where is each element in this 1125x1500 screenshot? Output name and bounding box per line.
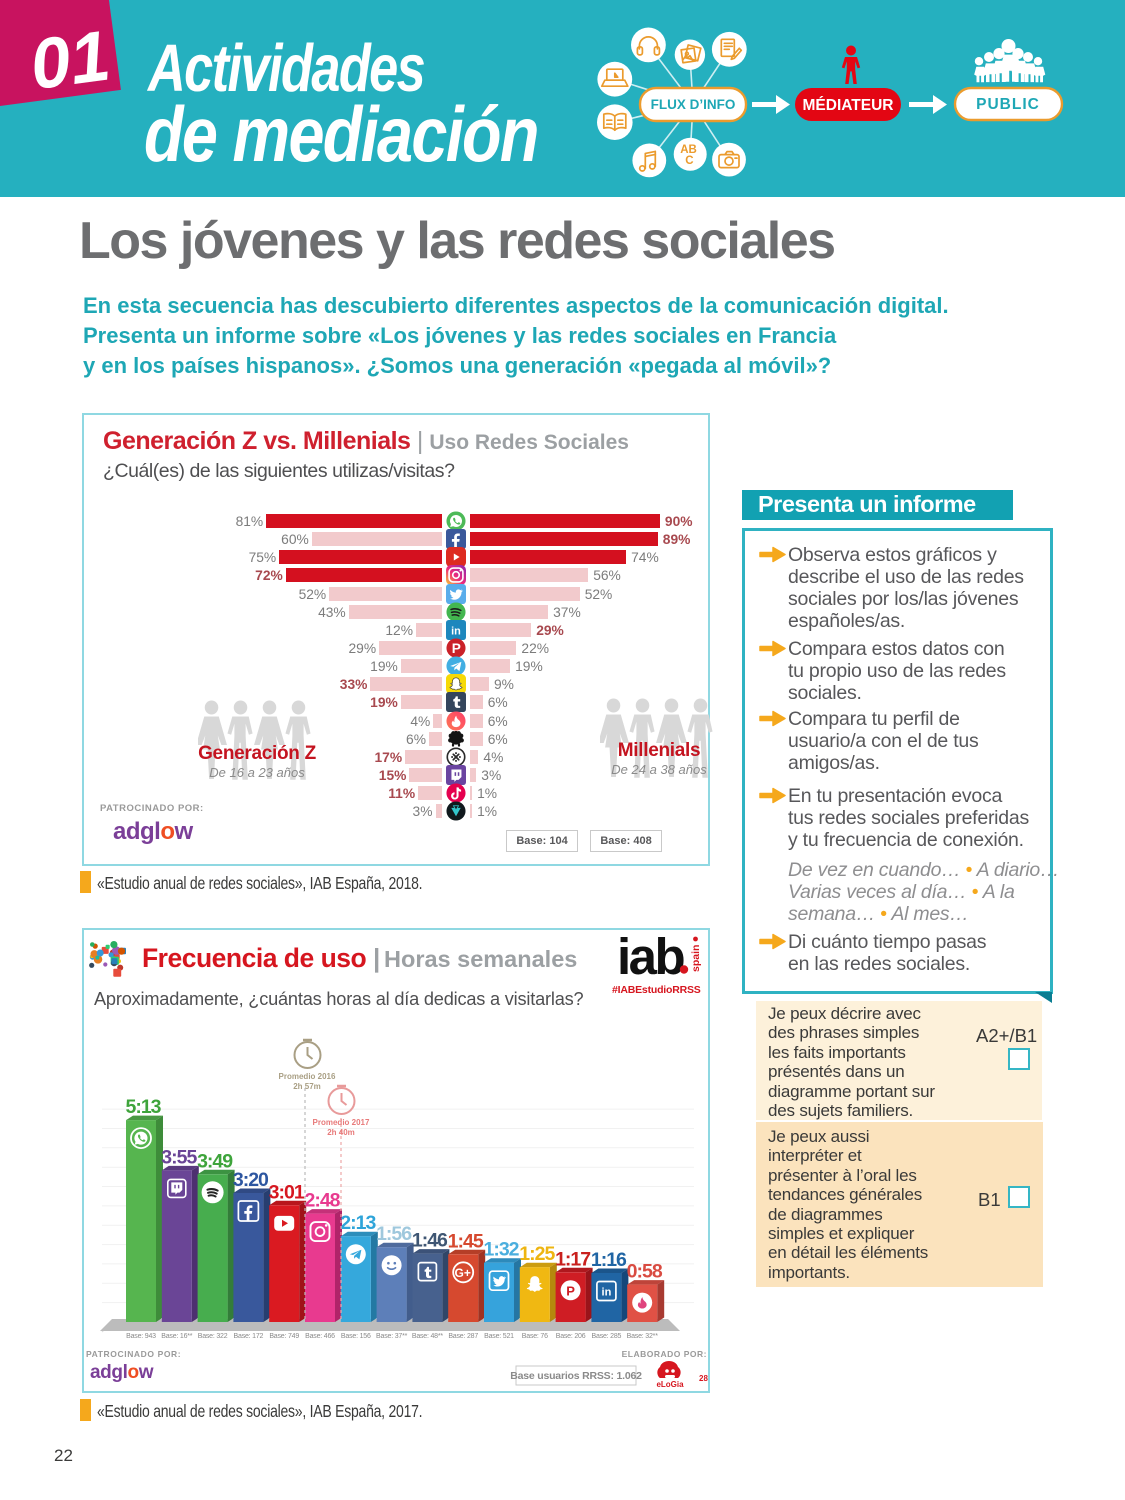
svg-text:in: in — [451, 625, 461, 637]
svg-text:PATROCINADO POR:: PATROCINADO POR: — [86, 1349, 181, 1359]
svg-text:Base: 322: Base: 322 — [198, 1333, 228, 1340]
svg-text:3:55: 3:55 — [161, 1146, 197, 1168]
svg-text:Base: 521: Base: 521 — [484, 1333, 514, 1340]
svg-text:AB: AB — [680, 144, 697, 156]
svg-text:|: | — [373, 943, 380, 973]
svg-text:28: 28 — [699, 1374, 708, 1383]
svg-text:Base: 172: Base: 172 — [234, 1333, 264, 1340]
svg-text:Aproximadamente, ¿cuántas hora: Aproximadamente, ¿cuántas horas al día d… — [94, 989, 584, 1009]
svg-text:Promedio 2016: Promedio 2016 — [279, 1072, 336, 1081]
svg-text:3:49: 3:49 — [197, 1150, 233, 1172]
svg-text:Base: 943: Base: 943 — [126, 1333, 156, 1340]
svg-text:Base: 32**: Base: 32** — [627, 1333, 659, 1340]
svg-text:PUBLIC: PUBLIC — [976, 96, 1040, 113]
svg-text:spain: spain — [690, 945, 702, 972]
svg-text:Base: 749: Base: 749 — [269, 1333, 299, 1340]
svg-text:Promedio 2017: Promedio 2017 — [313, 1118, 370, 1127]
svg-text:2h 40m: 2h 40m — [327, 1128, 355, 1137]
svg-text:Base: 37**: Base: 37** — [376, 1333, 408, 1340]
svg-text:#IABEstudioRRSS: #IABEstudioRRSS — [612, 984, 701, 996]
svg-text:3:01: 3:01 — [269, 1181, 305, 1203]
svg-text:FLUX D’INFO: FLUX D’INFO — [651, 97, 736, 112]
svg-text:Base: 48**: Base: 48** — [412, 1333, 444, 1340]
svg-text:Base: 76: Base: 76 — [522, 1333, 548, 1340]
svg-text:eLoGia: eLoGia — [656, 1380, 684, 1389]
svg-text:Horas semanales: Horas semanales — [384, 946, 577, 972]
svg-text:1:17: 1:17 — [555, 1248, 590, 1270]
svg-text:C: C — [685, 155, 693, 167]
svg-text:Base: 206: Base: 206 — [556, 1333, 586, 1340]
svg-text:iab: iab — [617, 928, 685, 985]
svg-text:0:58: 0:58 — [627, 1261, 663, 1283]
svg-text:Base usuarios RRSS: 1.062: Base usuarios RRSS: 1.062 — [510, 1370, 642, 1382]
svg-text:G+: G+ — [455, 1266, 471, 1280]
svg-text:1:25: 1:25 — [519, 1243, 555, 1265]
svg-text:2h 57m: 2h 57m — [293, 1082, 321, 1091]
svg-text:in: in — [602, 1287, 612, 1299]
svg-text:1:45: 1:45 — [448, 1230, 484, 1252]
svg-text:1:16: 1:16 — [591, 1249, 627, 1271]
svg-text:1:46: 1:46 — [412, 1230, 448, 1252]
svg-text:P: P — [451, 641, 460, 656]
svg-text:ELABORADO POR:: ELABORADO POR: — [622, 1349, 707, 1359]
svg-text:1:56: 1:56 — [376, 1223, 412, 1245]
svg-text:MÉDIATEUR: MÉDIATEUR — [803, 97, 894, 114]
svg-text:1:32: 1:32 — [483, 1239, 519, 1261]
svg-text:2:48: 2:48 — [304, 1190, 340, 1212]
svg-text:Frecuencia de uso: Frecuencia de uso — [142, 943, 367, 973]
svg-text:Base: 285: Base: 285 — [592, 1333, 622, 1340]
svg-text:2:13: 2:13 — [340, 1212, 376, 1234]
svg-text:Base: 16**: Base: 16** — [161, 1333, 193, 1340]
svg-text:P: P — [566, 1283, 575, 1298]
svg-text:Base: 287: Base: 287 — [448, 1333, 478, 1340]
svg-text:Base: 466: Base: 466 — [305, 1333, 335, 1340]
svg-text:Base: 156: Base: 156 — [341, 1333, 371, 1340]
svg-text:adglow: adglow — [90, 1362, 154, 1383]
svg-text:5:13: 5:13 — [125, 1096, 161, 1118]
svg-text:3:20: 3:20 — [233, 1169, 269, 1191]
